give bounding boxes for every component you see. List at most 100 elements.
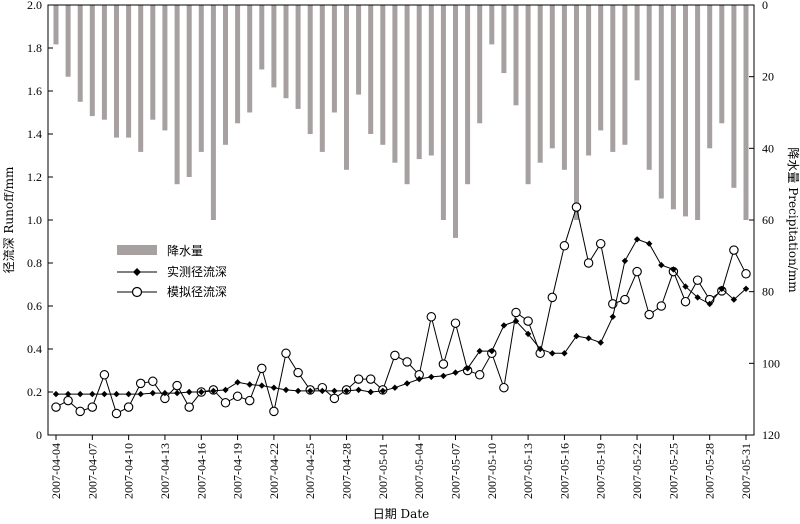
precipitation-bar — [731, 5, 737, 188]
simulated-runoff-point — [99, 370, 110, 380]
observed-runoff-point — [573, 332, 580, 340]
observed-runoff-point — [125, 390, 132, 398]
simulated-runoff-point — [523, 316, 533, 326]
precipitation-bar — [416, 5, 422, 160]
precipitation-bar — [634, 5, 640, 81]
right-axis: 0 20 40 60 80 100 120 — [749, 0, 780, 442]
precipitation-bar — [174, 5, 180, 185]
left-axis: 0 0.2 0.4 0.6 0.8 1.0 1.2 1.4 1.6 1.8 2.0 — [27, 0, 53, 442]
simulated-runoff-point — [511, 307, 521, 318]
simulated-runoff-point — [499, 382, 509, 393]
x-tick-label: 2007-05-22 — [630, 443, 644, 499]
observed-runoff-point — [282, 386, 290, 394]
observed-runoff-series — [52, 236, 750, 398]
observed-runoff-point — [718, 285, 725, 292]
simulated-runoff-point — [595, 238, 606, 249]
observed-runoff-point — [440, 372, 447, 380]
simulated-runoff-point — [148, 376, 158, 387]
observed-runoff-point — [476, 347, 483, 355]
observed-runoff-point — [161, 389, 169, 397]
x-tick-label: 2007-04-04 — [49, 443, 63, 499]
observed-runoff-point — [246, 381, 253, 388]
simulated-runoff-point — [729, 245, 739, 255]
left-tick-label: 1.8 — [27, 41, 42, 55]
precipitation-bar — [65, 5, 71, 77]
simulated-runoff-point — [426, 312, 437, 322]
legend-label-simulated: 模拟径流深 — [167, 285, 227, 299]
observed-runoff-point — [379, 387, 386, 395]
observed-runoff-point — [113, 390, 120, 398]
simulated-runoff-point — [692, 275, 703, 285]
observed-runoff-point — [52, 390, 60, 398]
precipitation-bar — [465, 5, 471, 185]
x-tick-label: 2007-05-19 — [594, 443, 608, 499]
simulated-runoff-point — [620, 294, 630, 305]
precipitation-bar — [525, 5, 531, 185]
observed-runoff-line — [56, 238, 747, 395]
precipitation-bar — [683, 5, 688, 217]
simulated-runoff-point — [87, 402, 98, 412]
left-tick-label: 1.4 — [27, 127, 42, 141]
right-axis-title: 降水量 Precipitation/mm — [786, 147, 800, 293]
precipitation-bar — [670, 5, 676, 210]
observed-runoff-point — [77, 390, 84, 398]
simulated-runoff-point — [51, 402, 61, 412]
simulated-runoff-point — [184, 402, 194, 412]
left-tick-label: 2.0 — [27, 0, 42, 12]
observed-runoff-point — [101, 390, 108, 398]
observed-runoff-point — [258, 382, 265, 389]
observed-runoff-point — [64, 390, 72, 398]
precipitation-bar — [453, 5, 458, 238]
simulated-runoff-point — [293, 367, 303, 378]
simulated-runoff-point — [390, 350, 400, 361]
observed-runoff-point — [222, 386, 229, 394]
precipitation-bar — [77, 5, 83, 102]
observed-runoff-point — [391, 384, 399, 391]
observed-runoff-point — [210, 387, 217, 395]
precipitation-bar — [586, 5, 592, 156]
simulated-runoff-point — [656, 301, 667, 311]
precipitation-bar — [295, 5, 301, 109]
observed-runoff-point — [549, 350, 556, 357]
simulated-runoff-point — [257, 363, 267, 374]
right-tick-label: 20 — [762, 70, 774, 84]
simulated-runoff-point — [63, 395, 73, 406]
simulated-runoff-point — [474, 370, 485, 380]
x-axis: 2007-04-04 2007-04-07 2007-04-10 2007-04-13… — [49, 435, 753, 499]
precipitation-bar — [368, 5, 374, 134]
x-tick-label: 2007-05-13 — [521, 443, 535, 499]
observed-runoff-point — [270, 384, 278, 391]
precipitation-bar — [695, 5, 701, 220]
simulated-runoff-point — [123, 402, 134, 412]
simulated-runoff-point — [547, 292, 558, 303]
simulated-runoff-point — [75, 406, 85, 417]
precipitation-bar — [307, 5, 313, 134]
precipitation-bar — [574, 5, 579, 220]
observed-runoff-point — [621, 257, 629, 265]
simulated-runoff-point — [232, 391, 243, 402]
x-tick-label: 2007-05-28 — [703, 443, 717, 499]
precipitation-bar — [646, 5, 652, 170]
left-tick-label: 1.0 — [27, 213, 42, 227]
left-tick-label: 0.6 — [27, 299, 42, 313]
observed-runoff-point — [234, 379, 241, 386]
precipitation-bar — [53, 5, 59, 45]
observed-runoff-point — [670, 266, 677, 273]
observed-runoff-point — [742, 285, 750, 292]
observed-runoff-point — [658, 261, 665, 269]
left-tick-label: 0.4 — [27, 342, 42, 356]
observed-runoff-point — [597, 339, 604, 346]
simulated-runoff-point — [450, 318, 461, 328]
precipitation-bar — [501, 5, 507, 74]
observed-runoff-point — [633, 236, 641, 243]
simulated-runoff-point — [571, 202, 582, 212]
x-tick-label: 2007-05-04 — [412, 443, 426, 499]
x-tick-label: 2007-05-07 — [449, 443, 463, 499]
precipitation-bar — [440, 5, 446, 220]
simulated-runoff-point — [438, 359, 449, 369]
observed-runoff-point — [609, 313, 616, 320]
observed-runoff-point — [198, 388, 205, 396]
precipitation-bar — [223, 5, 228, 145]
simulated-runoff-point — [269, 406, 279, 417]
